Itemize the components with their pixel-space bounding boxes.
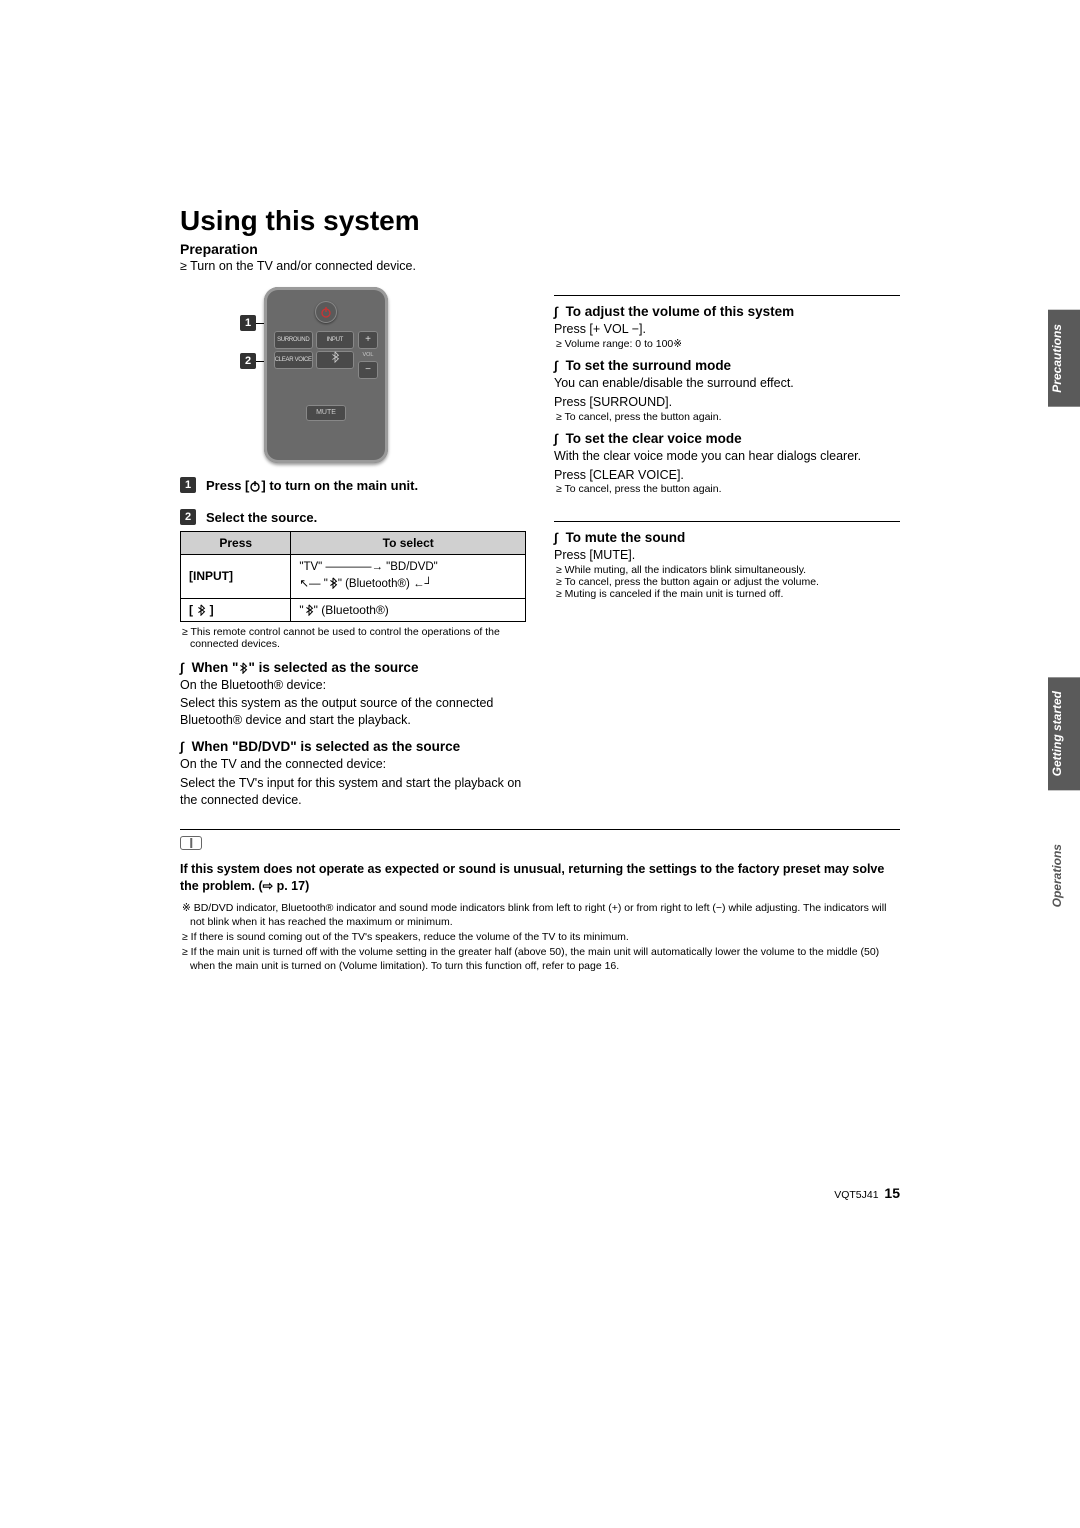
remote-vol-down: − xyxy=(358,361,378,379)
step-2-text: Select the source. xyxy=(206,510,317,525)
remote-vol-label: VOL xyxy=(358,352,378,358)
remote-illustration: 1 2 SURROUND INPUT CLEAR VOICE xyxy=(240,287,526,463)
step-1-number: 1 xyxy=(180,477,196,493)
table-header-press: Press xyxy=(181,532,291,555)
step-1-text-b: ] to turn on the main unit. xyxy=(261,478,418,493)
volume-bullet: ≥ Volume range: 0 to 100※ xyxy=(554,338,900,350)
footer-note-3: ≥ If the main unit is turned off with th… xyxy=(180,945,900,974)
source-table: Press To select [INPUT] "TV" ————→ "BD/D… xyxy=(180,531,526,622)
remote-surround-button: SURROUND xyxy=(274,331,313,349)
left-column: 1 2 SURROUND INPUT CLEAR VOICE xyxy=(180,279,526,809)
power-icon xyxy=(320,306,332,318)
bddvd-source-heading: ∫ When "BD/DVD" is selected as the sourc… xyxy=(180,739,526,754)
power-icon xyxy=(249,480,261,492)
bluetooth-icon xyxy=(330,351,340,363)
mute-line1: Press [MUTE]. xyxy=(554,547,900,564)
mute-bullet-2: ≥ To cancel, press the button again or a… xyxy=(554,576,900,588)
volume-heading: ∫To adjust the volume of this system xyxy=(554,304,900,319)
clearvoice-line2: Press [CLEAR VOICE]. xyxy=(554,467,900,484)
side-tabs: Precautions Getting started Operations xyxy=(1048,310,1080,921)
remote-vol-up: + xyxy=(358,331,378,349)
remote-volume-column: + VOL − xyxy=(358,331,378,379)
remote-clearvoice-button: CLEAR VOICE xyxy=(274,351,313,369)
remote-control-note: ≥ This remote control cannot be used to … xyxy=(180,626,526,650)
step-1-text: Press [ ] to turn on the main unit. xyxy=(206,478,418,493)
footer-note-2: ≥ If there is sound coming out of the TV… xyxy=(180,930,900,945)
right-column: ∫To adjust the volume of this system Pre… xyxy=(554,279,900,809)
footer-note-1: ※ BD/DVD indicator, Bluetooth® indicator… xyxy=(180,901,900,930)
callout-2: 2 xyxy=(240,353,256,369)
cycle-line-1: "TV" ————→ "BD/DVD" xyxy=(299,559,517,576)
remote-body: SURROUND INPUT CLEAR VOICE + VOL − xyxy=(264,287,388,463)
page-number: VQT5J41 15 xyxy=(834,1185,900,1201)
surround-line1: You can enable/disable the surround effe… xyxy=(554,375,900,392)
step-2-number: 2 xyxy=(180,509,196,525)
tab-precautions: Precautions xyxy=(1048,310,1080,407)
step-1-text-a: Press [ xyxy=(206,478,249,493)
clearvoice-bullet: ≥ To cancel, press the button again. xyxy=(554,483,900,495)
table-cell-input: [INPUT] xyxy=(181,555,291,599)
surround-heading: ∫To set the surround mode xyxy=(554,358,900,373)
callout-1: 1 xyxy=(240,315,256,331)
page-number-value: 15 xyxy=(884,1185,900,1201)
remote-input-button: INPUT xyxy=(316,331,355,349)
table-row: [INPUT] "TV" ————→ "BD/DVD" ↖— "" (Bluet… xyxy=(181,555,526,599)
mute-bullet-1: ≥ While muting, all the indicators blink… xyxy=(554,564,900,576)
table-cell-bt: [ ] xyxy=(181,598,291,621)
table-header-select: To select xyxy=(291,532,526,555)
step-1: 1 Press [ ] to turn on the main unit. xyxy=(180,477,526,493)
surround-line2: Press [SURROUND]. xyxy=(554,394,900,411)
remote-power-button xyxy=(315,301,337,323)
bluetooth-icon xyxy=(304,604,314,616)
footer-bold-note: If this system does not operate as expec… xyxy=(180,861,900,895)
bt-source-line1: On the Bluetooth® device: xyxy=(180,677,526,694)
remote-mute-button: MUTE xyxy=(306,405,346,421)
table-row: [ ] "" (Bluetooth®) xyxy=(181,598,526,621)
preparation-bullet: ≥ Turn on the TV and/or connected device… xyxy=(180,259,900,273)
table-cell-input-cycle: "TV" ————→ "BD/DVD" ↖— "" (Bluetooth®) ←… xyxy=(291,555,526,599)
volume-line1: Press [+ VOL −]. xyxy=(554,321,900,338)
page-content: Using this system Preparation ≥ Turn on … xyxy=(180,205,900,974)
page-title: Using this system xyxy=(180,205,900,237)
table-cell-bt-select: "" (Bluetooth®) xyxy=(291,598,526,621)
cycle-line-2: ↖— "" (Bluetooth®) ←┘ xyxy=(299,576,517,593)
note-icon xyxy=(180,836,202,850)
preparation-heading: Preparation xyxy=(180,241,900,257)
bluetooth-icon xyxy=(328,577,338,589)
step-2: 2 Select the source. xyxy=(180,509,526,525)
bt-source-line2: Select this system as the output source … xyxy=(180,695,526,729)
bt-source-heading: ∫ When "" is selected as the source xyxy=(180,660,526,675)
mute-bullet-3: ≥ Muting is canceled if the main unit is… xyxy=(554,588,900,600)
doc-code: VQT5J41 xyxy=(834,1189,878,1201)
mute-heading: ∫To mute the sound xyxy=(554,530,900,545)
tab-operations: Operations xyxy=(1048,830,1080,921)
tab-getting-started: Getting started xyxy=(1048,677,1080,790)
remote-bt-button xyxy=(316,351,355,369)
bluetooth-icon xyxy=(238,662,248,674)
clearvoice-heading: ∫To set the clear voice mode xyxy=(554,431,900,446)
surround-bullet: ≥ To cancel, press the button again. xyxy=(554,411,900,423)
clearvoice-line1: With the clear voice mode you can hear d… xyxy=(554,448,900,465)
bddvd-source-line1: On the TV and the connected device: xyxy=(180,756,526,773)
bluetooth-icon xyxy=(196,604,206,616)
bddvd-source-line2: Select the TV's input for this system an… xyxy=(180,775,526,809)
